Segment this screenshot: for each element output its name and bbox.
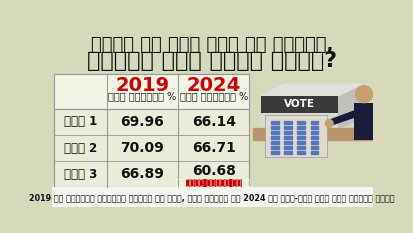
Bar xyxy=(271,131,278,134)
Bar xyxy=(271,151,278,154)
Bar xyxy=(271,141,278,144)
Text: आंकड़े अंतिम नहीं: आंकड़े अंतिम नहीं xyxy=(176,178,250,187)
Text: 66.14: 66.14 xyxy=(191,115,235,129)
FancyBboxPatch shape xyxy=(353,103,373,140)
Text: पहले दो चरण में कम मतदान,: पहले दो चरण में कम मतदान, xyxy=(91,36,332,54)
Text: 2019: 2019 xyxy=(115,76,169,96)
Circle shape xyxy=(325,120,332,127)
Bar xyxy=(310,146,318,149)
Text: तीसरे में क्या होगा?: तीसरे में क्या होगा? xyxy=(87,51,337,71)
Bar xyxy=(284,121,291,124)
Text: में वोटिंग %: में वोटिंग % xyxy=(179,91,247,101)
Text: 69.96: 69.96 xyxy=(120,115,164,129)
FancyBboxPatch shape xyxy=(54,74,249,187)
FancyBboxPatch shape xyxy=(185,179,241,187)
FancyBboxPatch shape xyxy=(54,74,249,109)
Text: 2019 के आंकड़े उन्हीं सीटों के हैं, जिन सीटों पर 2024 के अलग-अलग चरण में मतदान ह: 2019 के आंकड़े उन्हीं सीटों के हैं, जिन … xyxy=(29,193,394,202)
Bar xyxy=(297,146,304,149)
Bar xyxy=(310,141,318,144)
Text: 66.71: 66.71 xyxy=(191,141,235,155)
Bar xyxy=(271,136,278,139)
Text: चरण 2: चरण 2 xyxy=(64,142,97,154)
Bar xyxy=(284,151,291,154)
Polygon shape xyxy=(260,84,361,96)
FancyBboxPatch shape xyxy=(52,187,372,207)
Text: 66.89: 66.89 xyxy=(120,167,164,181)
Bar xyxy=(310,151,318,154)
Circle shape xyxy=(355,86,372,103)
Bar xyxy=(271,121,278,124)
Text: चरण 3: चरण 3 xyxy=(64,168,97,181)
Bar xyxy=(310,126,318,129)
Bar xyxy=(284,146,291,149)
Bar xyxy=(310,131,318,134)
Bar xyxy=(297,126,304,129)
Bar xyxy=(310,136,318,139)
Text: में वोटिंग %: में वोटिंग % xyxy=(108,91,176,101)
Bar xyxy=(297,141,304,144)
Bar xyxy=(310,121,318,124)
FancyBboxPatch shape xyxy=(264,115,326,157)
Bar xyxy=(271,126,278,129)
Polygon shape xyxy=(260,96,338,128)
Bar xyxy=(284,131,291,134)
Bar xyxy=(297,131,304,134)
Bar xyxy=(284,126,291,129)
Text: 2024: 2024 xyxy=(186,76,240,96)
Text: VOTE: VOTE xyxy=(284,99,314,109)
Text: 70.09: 70.09 xyxy=(120,141,164,155)
Bar xyxy=(271,146,278,149)
Polygon shape xyxy=(253,128,373,140)
FancyBboxPatch shape xyxy=(260,96,338,113)
Bar xyxy=(284,141,291,144)
Bar xyxy=(284,136,291,139)
Polygon shape xyxy=(338,84,361,128)
Bar xyxy=(297,151,304,154)
Text: चरण 1: चरण 1 xyxy=(64,115,97,128)
Polygon shape xyxy=(326,111,353,127)
Bar xyxy=(297,121,304,124)
Bar xyxy=(297,136,304,139)
Text: 60.68: 60.68 xyxy=(191,164,235,178)
